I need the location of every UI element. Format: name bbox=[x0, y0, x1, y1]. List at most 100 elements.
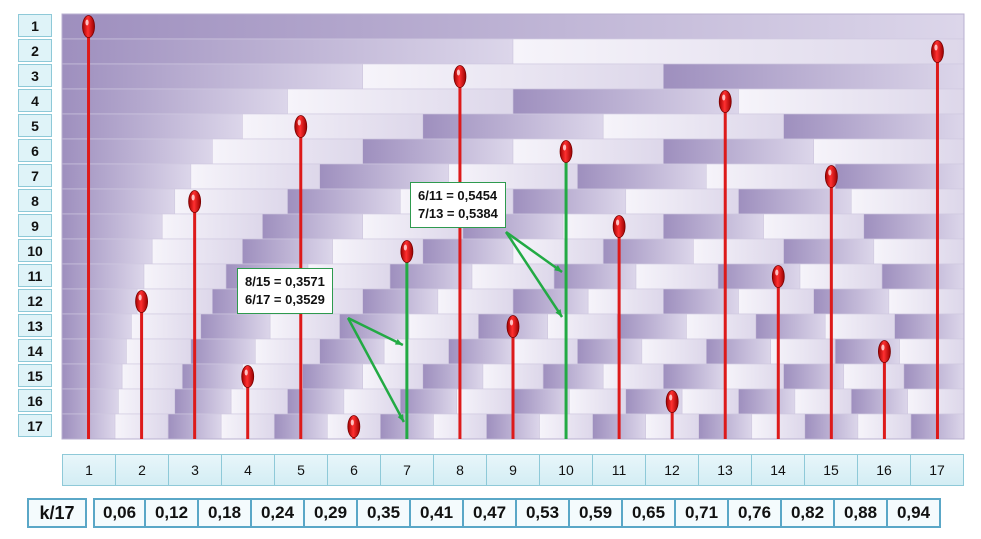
column-label: 6 bbox=[328, 454, 381, 486]
band-grid bbox=[61, 13, 965, 440]
band-segment bbox=[641, 338, 707, 365]
pin-highlight bbox=[722, 94, 726, 101]
band-segment bbox=[254, 338, 321, 365]
row-label: 8 bbox=[18, 189, 52, 212]
column-label: 12 bbox=[646, 454, 699, 486]
band-segment bbox=[738, 188, 852, 215]
band-segment bbox=[763, 213, 865, 240]
band-segment bbox=[834, 163, 965, 190]
band-segment bbox=[663, 63, 965, 90]
band-segment bbox=[448, 338, 514, 365]
band-segment bbox=[705, 338, 772, 365]
band-segment bbox=[903, 363, 965, 390]
pin-head bbox=[771, 265, 785, 288]
column-label: 15 bbox=[805, 454, 858, 486]
band-segment bbox=[61, 13, 965, 40]
pin-head bbox=[824, 165, 838, 188]
band-segment bbox=[907, 388, 965, 415]
band-segment bbox=[200, 313, 271, 340]
band-segment bbox=[770, 338, 836, 365]
callout-box: 8/15 = 0,3571 6/17 = 0,3529 bbox=[237, 268, 333, 314]
band-segment bbox=[61, 38, 514, 65]
column-label: 9 bbox=[487, 454, 540, 486]
fraction-diagram bbox=[61, 13, 965, 440]
callout-arrowhead bbox=[555, 309, 563, 317]
band-segment bbox=[61, 363, 123, 390]
callout-arrowhead bbox=[394, 338, 403, 345]
band-segment bbox=[602, 238, 694, 265]
band-segment bbox=[242, 113, 424, 140]
pin-highlight bbox=[297, 119, 301, 126]
band-segment bbox=[512, 38, 965, 65]
pin-highlight bbox=[350, 419, 354, 426]
band-segment bbox=[723, 363, 784, 390]
band-segment bbox=[663, 213, 764, 240]
pin-highlight bbox=[138, 294, 142, 301]
band-segment bbox=[799, 263, 883, 290]
ratio-value: 0,94 bbox=[888, 498, 941, 528]
band-segment bbox=[190, 163, 321, 190]
band-segment bbox=[242, 238, 333, 265]
band-segment bbox=[542, 363, 604, 390]
band-segment bbox=[850, 388, 908, 415]
band-segment bbox=[437, 288, 514, 315]
band-segment bbox=[126, 338, 192, 365]
column-header: 1 2 3 4 5 6 7 8 9 10 11 12 13 14 15 16 17 bbox=[62, 454, 964, 486]
pin-head bbox=[400, 240, 414, 263]
band-segment bbox=[881, 263, 965, 290]
row-label: 1 bbox=[18, 14, 52, 37]
row-label: 15 bbox=[18, 364, 52, 387]
band-segment bbox=[512, 188, 627, 215]
band-segment bbox=[616, 313, 687, 340]
column-label: 11 bbox=[593, 454, 646, 486]
pin-head bbox=[347, 415, 361, 438]
row-label: 7 bbox=[18, 164, 52, 187]
pin-head bbox=[135, 290, 148, 313]
row-label: 13 bbox=[18, 314, 52, 337]
band-segment bbox=[663, 363, 724, 390]
callout-box: 6/11 = 0,5454 7/13 = 0,5384 bbox=[410, 182, 506, 228]
band-segment bbox=[302, 363, 363, 390]
pin-head bbox=[665, 390, 679, 413]
band-segment bbox=[319, 338, 385, 365]
band-segment bbox=[512, 338, 578, 365]
band-segment bbox=[738, 288, 814, 315]
band-segment bbox=[362, 288, 439, 315]
column-label: 4 bbox=[222, 454, 275, 486]
row-label: 3 bbox=[18, 64, 52, 87]
band-segment bbox=[850, 188, 965, 215]
pin-head bbox=[878, 340, 891, 363]
pin-head bbox=[82, 15, 95, 38]
band-segment bbox=[61, 138, 213, 165]
band-segment bbox=[362, 138, 514, 165]
band-segment bbox=[843, 363, 905, 390]
band-segment bbox=[61, 88, 288, 115]
band-segment bbox=[143, 263, 227, 290]
band-segment bbox=[602, 363, 664, 390]
ratio-value: 0,29 bbox=[305, 498, 358, 528]
pin-highlight bbox=[828, 169, 832, 176]
row-label: 4 bbox=[18, 89, 52, 112]
band-segment bbox=[899, 338, 965, 365]
ratio-value: 0,65 bbox=[623, 498, 676, 528]
band-segment bbox=[121, 363, 183, 390]
column-label: 1 bbox=[62, 454, 116, 486]
band-segment bbox=[422, 113, 604, 140]
pin-highlight bbox=[403, 244, 407, 251]
pin-head bbox=[294, 115, 308, 138]
band-segment bbox=[269, 313, 340, 340]
band-segment bbox=[569, 388, 627, 415]
band-segment bbox=[783, 363, 845, 390]
ratio-row: k/17 0,06 0,12 0,18 0,24 0,29 0,35 0,41 0,47 0,5… bbox=[27, 498, 941, 528]
pin-head bbox=[506, 315, 520, 338]
column-label: 16 bbox=[858, 454, 911, 486]
band-segment bbox=[61, 188, 176, 215]
band-segment bbox=[399, 388, 457, 415]
callout-arrowhead bbox=[554, 265, 563, 272]
band-segment bbox=[262, 213, 363, 240]
ratio-value: 0,35 bbox=[358, 498, 411, 528]
band-segment bbox=[61, 63, 363, 90]
row-label: 17 bbox=[18, 414, 52, 437]
band-segment bbox=[61, 163, 192, 190]
band-segment bbox=[362, 363, 424, 390]
